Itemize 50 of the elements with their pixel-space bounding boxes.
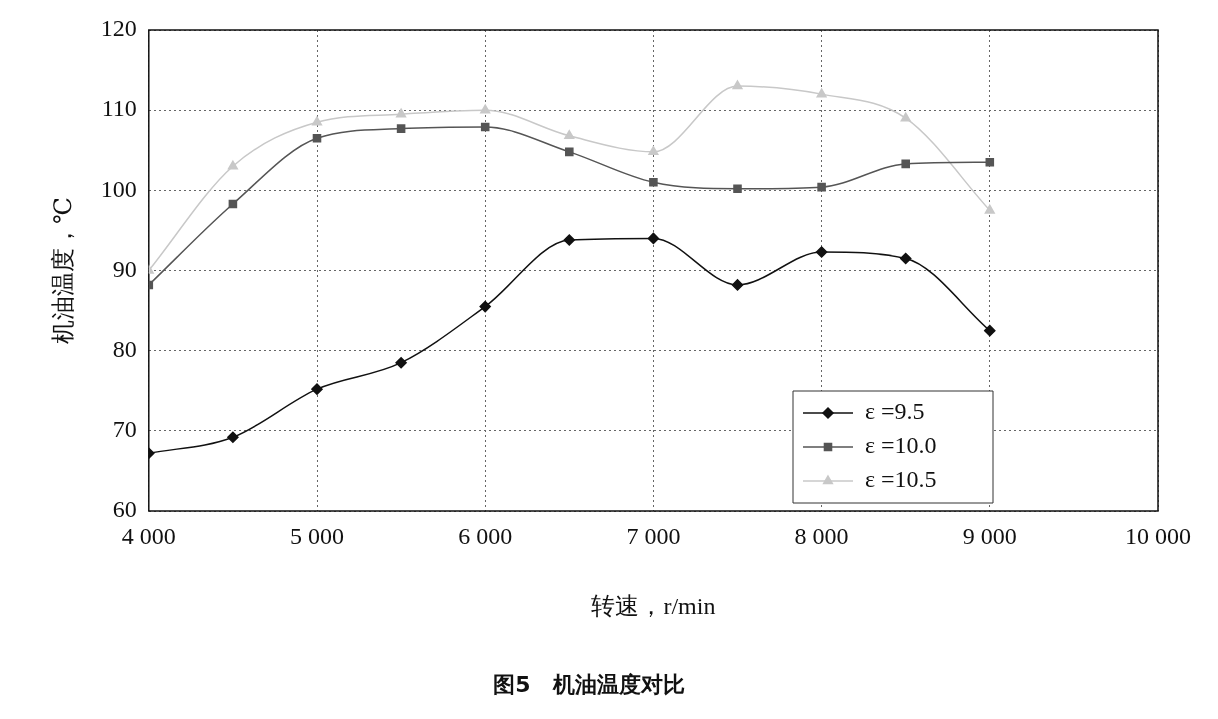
y-axis-title: 机油温度，℃ bbox=[49, 197, 76, 344]
point bbox=[647, 232, 660, 245]
legend-label: ε =10.5 bbox=[865, 466, 937, 493]
legend-label: ε =9.5 bbox=[865, 398, 925, 425]
x-tick-label: 9 000 bbox=[962, 522, 1017, 549]
point bbox=[564, 130, 575, 140]
point bbox=[480, 122, 490, 132]
point bbox=[648, 146, 659, 156]
point bbox=[816, 88, 827, 98]
point bbox=[649, 178, 658, 187]
point bbox=[396, 124, 406, 133]
point bbox=[396, 108, 407, 118]
point bbox=[227, 431, 239, 443]
y-tick-label: 80 bbox=[112, 335, 137, 362]
point bbox=[984, 324, 996, 337]
point bbox=[228, 199, 238, 209]
x-tick-label: 8 000 bbox=[794, 522, 849, 549]
point bbox=[733, 184, 742, 194]
point bbox=[817, 182, 826, 192]
x-axis-title: 转速，r/min bbox=[591, 593, 716, 620]
point bbox=[900, 112, 911, 122]
point bbox=[984, 204, 995, 214]
y-tick-label: 60 bbox=[112, 496, 137, 523]
point bbox=[311, 116, 323, 126]
x-tick-label: 10 000 bbox=[1125, 522, 1191, 549]
x-tick-label: 6 000 bbox=[458, 522, 513, 549]
y-tick-label: 110 bbox=[101, 95, 137, 122]
y-tick-label: 100 bbox=[100, 175, 137, 202]
point bbox=[899, 252, 912, 265]
point bbox=[227, 160, 238, 170]
y-tick-label: 120 bbox=[100, 15, 137, 42]
point bbox=[480, 104, 491, 114]
point bbox=[815, 246, 828, 258]
text: 图5 机油温度对比 bbox=[493, 671, 685, 697]
point bbox=[565, 147, 574, 157]
point bbox=[985, 157, 995, 167]
point bbox=[732, 80, 743, 90]
point bbox=[312, 133, 322, 143]
x-tick-label: 5 000 bbox=[290, 522, 344, 549]
x-tick-label: 7 000 bbox=[626, 522, 681, 549]
legend-label: ε =10.0 bbox=[865, 432, 937, 459]
point bbox=[563, 234, 576, 246]
point bbox=[311, 383, 323, 395]
point bbox=[731, 279, 744, 291]
x-tick-label: 4 000 bbox=[121, 522, 176, 549]
y-tick-label: 90 bbox=[112, 255, 137, 282]
point bbox=[395, 356, 407, 369]
y-tick-label: 70 bbox=[112, 416, 137, 443]
point bbox=[479, 300, 491, 313]
point bbox=[901, 159, 910, 169]
